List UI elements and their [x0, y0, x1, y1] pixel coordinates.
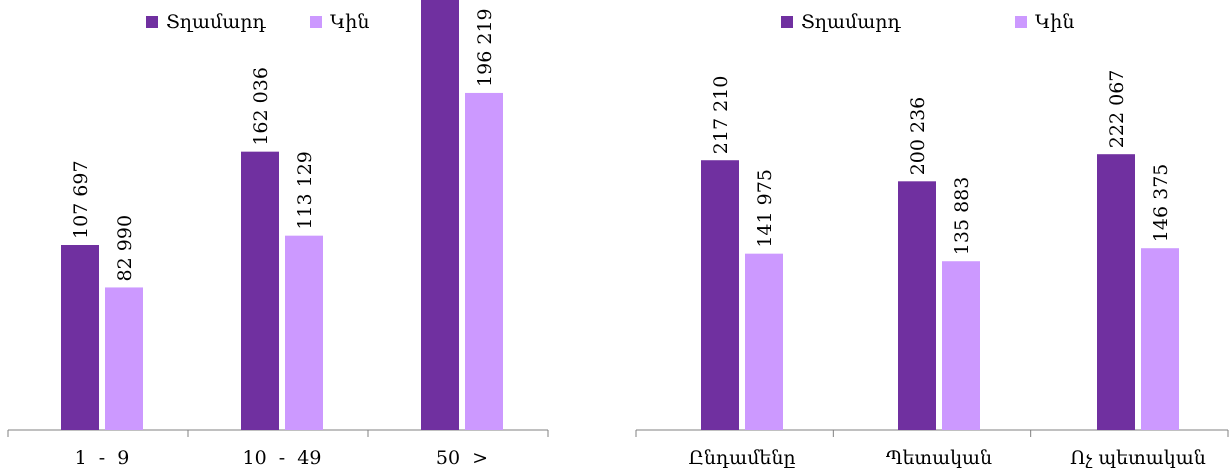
bar-female — [285, 235, 323, 430]
bar-female — [745, 253, 783, 430]
category-label: 1 - 9 — [75, 447, 130, 469]
legend-label-male: Տղամարդ — [801, 11, 902, 33]
data-label: 217 210 — [710, 76, 732, 155]
legend-label-female: Կին — [1035, 11, 1074, 33]
legend: Տղամարդ Կին — [146, 11, 369, 33]
data-label: 162 036 — [250, 67, 272, 146]
legend-swatch-female — [1015, 16, 1027, 28]
bar-female — [105, 287, 143, 430]
bar-male — [1097, 154, 1135, 430]
chart-1: Տղամարդ Կին 1 - 9 10 - 49 50 > 107 697 162 036… — [7, 0, 549, 469]
category-label: 10 - 49 — [243, 447, 322, 469]
bar-male — [61, 245, 99, 430]
data-label: 141 975 — [754, 169, 776, 248]
data-label: 135 883 — [951, 177, 973, 256]
legend-label-male: Տղամարդ — [166, 11, 267, 33]
bar-female — [1141, 248, 1179, 430]
data-label: 222 067 — [1106, 70, 1128, 149]
category-label: Ընդամենը — [688, 447, 795, 469]
legend: Տղամարդ Կին — [781, 11, 1074, 33]
legend-swatch-female — [310, 16, 322, 28]
data-label: 107 697 — [70, 160, 92, 239]
x-axis: Ընդամենը Պետական Ոչ պետական — [635, 429, 1229, 469]
chart-2: Տղամարդ Կին Ընդամենը Պետական Ոչ պետական 217 2… — [635, 11, 1229, 469]
legend-label-female: Կին — [330, 11, 369, 33]
bar-female — [942, 261, 980, 430]
x-axis: 1 - 9 10 - 49 50 > — [7, 429, 549, 469]
legend-swatch-male — [146, 16, 158, 28]
data-label: 200 236 — [907, 97, 929, 176]
category-label: Ոչ պետական — [1070, 447, 1206, 469]
data-label: 146 375 — [1150, 164, 1172, 243]
bar-male — [701, 160, 739, 431]
category-label: Պետական — [886, 447, 992, 469]
bar-female — [465, 92, 503, 430]
data-label: 82 990 — [114, 215, 136, 281]
bar-male — [421, 0, 459, 431]
legend-swatch-male — [781, 16, 793, 28]
data-label: 113 129 — [294, 151, 316, 230]
bar-male — [898, 181, 936, 430]
data-label: 196 219 — [474, 8, 496, 87]
bar-male — [241, 151, 279, 431]
category-label: 50 > — [436, 447, 488, 469]
